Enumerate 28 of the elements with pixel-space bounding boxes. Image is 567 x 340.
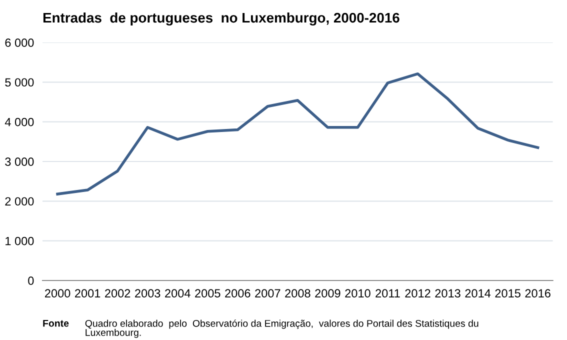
line-series [56, 72, 540, 196]
y-tick-label: 1 000 [6, 236, 34, 246]
x-tick-label: 2014 [465, 289, 491, 298]
x-tick-label: 2003 [135, 289, 160, 298]
x-tick-label: 2002 [105, 289, 130, 298]
x-tick-label: 2001 [75, 289, 100, 298]
text: Fonte [43, 320, 69, 327]
x-tick-label: 2016 [525, 289, 550, 298]
x-tick-label: 2013 [435, 289, 460, 298]
x-tick-label: 2005 [195, 289, 220, 298]
chart-title: Entradas de portugueses no Luxemburgo, 2000-2016 [43, 12, 400, 26]
y-tick-label: 3 000 [5, 158, 34, 166]
y-tick-label: 2 000 [5, 197, 34, 206]
x-tick-label: 2012 [405, 289, 430, 298]
y-tick-label: 4 000 [4, 118, 34, 126]
x-tick-label: 2011 [376, 289, 400, 298]
x-tick-label: 2000 [45, 289, 70, 298]
x-tick-label: 2010 [345, 289, 370, 298]
x-tick-label: 2006 [225, 289, 250, 298]
x-tick-label: 2015 [495, 289, 520, 298]
y-tick-label: 5 000 [5, 78, 34, 87]
text: Quadro elaborado pelo Observatório da Emigração, valores do Portail des Statistiques du Luxembourg. [85, 320, 478, 338]
y-tick-label: 6 000 [5, 38, 34, 47]
x-tick-label: 2009 [315, 289, 340, 298]
x-tick-label: 2007 [255, 289, 280, 298]
y-tick-label: 0 [28, 276, 34, 285]
x-tick-label: 2008 [285, 289, 310, 298]
x-tick-label: 2004 [165, 289, 190, 298]
